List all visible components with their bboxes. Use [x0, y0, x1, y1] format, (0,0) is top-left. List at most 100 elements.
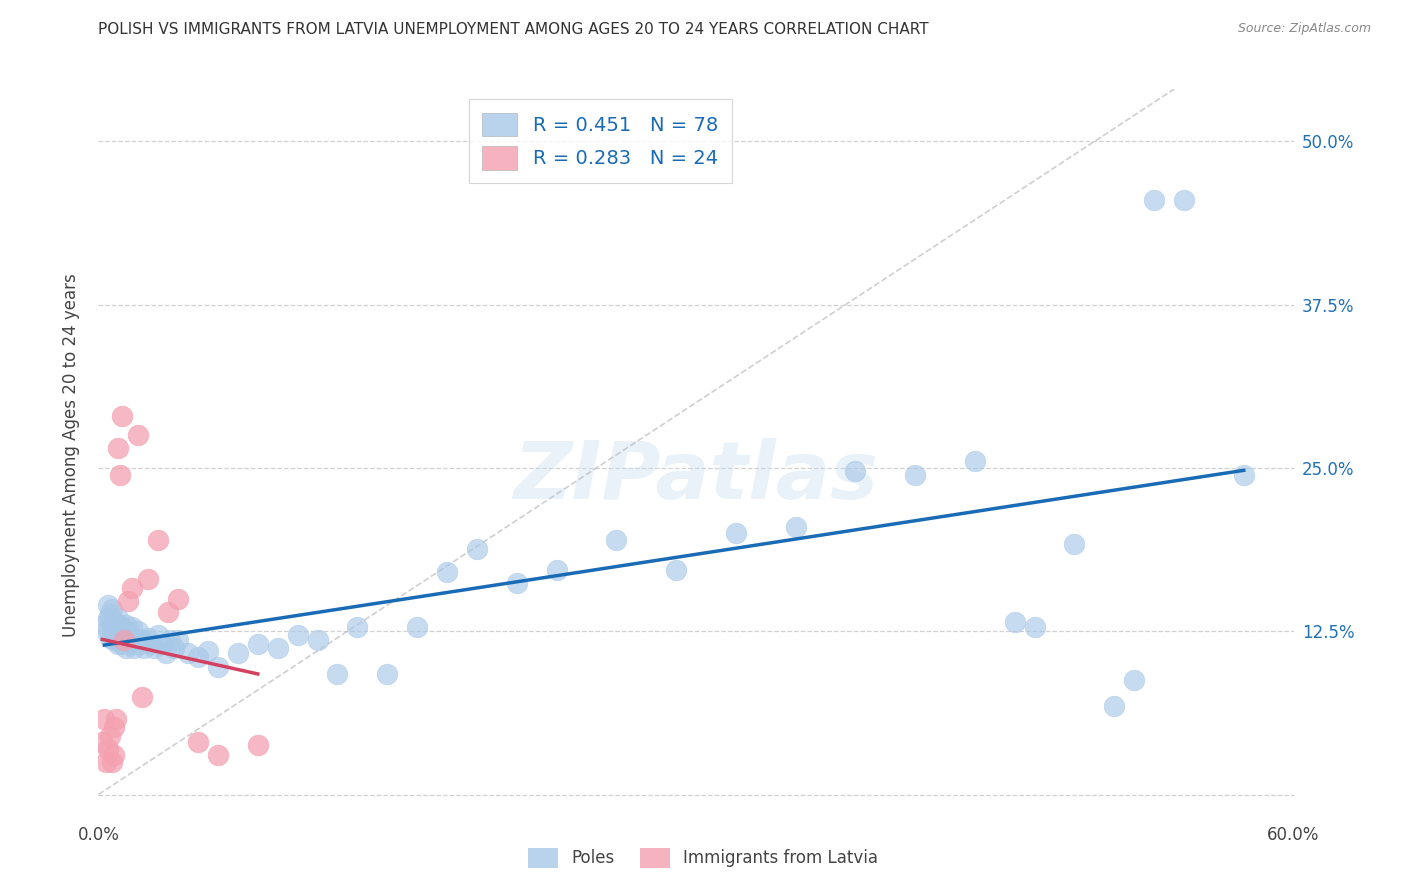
Point: [101, 620, 124, 634]
Point: [167, 591, 190, 606]
Point: [110, 617, 132, 632]
Point: [131, 633, 153, 648]
Point: [844, 464, 866, 478]
Point: [127, 624, 149, 639]
Point: [96, 755, 118, 769]
Point: [115, 617, 138, 632]
Point: [111, 620, 134, 634]
Point: [97, 598, 120, 612]
Point: [1004, 615, 1026, 629]
Point: [1123, 673, 1146, 687]
Point: [131, 690, 153, 704]
Point: [120, 637, 142, 651]
Point: [155, 647, 177, 661]
Point: [226, 647, 249, 661]
Point: [107, 637, 129, 651]
Point: [97, 741, 120, 756]
Point: [267, 641, 290, 656]
Y-axis label: Unemployment Among Ages 20 to 24 years: Unemployment Among Ages 20 to 24 years: [62, 273, 80, 637]
Point: [506, 576, 529, 591]
Point: [105, 617, 128, 632]
Point: [129, 637, 152, 651]
Point: [93, 617, 115, 632]
Point: [112, 624, 135, 639]
Point: [157, 605, 180, 619]
Point: [136, 572, 159, 586]
Point: [96, 624, 118, 639]
Point: [207, 659, 229, 673]
Point: [127, 428, 149, 442]
Point: [101, 755, 124, 769]
Point: [346, 620, 368, 634]
Point: [112, 633, 135, 648]
Point: [375, 667, 398, 681]
Point: [1063, 537, 1085, 551]
Point: [785, 520, 807, 534]
Point: [100, 607, 122, 622]
Point: [406, 620, 429, 634]
Point: [326, 667, 349, 681]
Point: [546, 563, 568, 577]
Point: [1173, 193, 1195, 207]
Point: [117, 633, 139, 648]
Point: [100, 729, 122, 743]
Point: [163, 641, 186, 656]
Point: [134, 641, 156, 656]
Text: ZIPatlas: ZIPatlas: [513, 438, 879, 516]
Point: [103, 748, 125, 763]
Point: [150, 637, 173, 651]
Point: [246, 637, 269, 651]
Point: [120, 628, 142, 642]
Legend: R = 0.451   N = 78, R = 0.283   N = 24: R = 0.451 N = 78, R = 0.283 N = 24: [468, 99, 733, 184]
Point: [105, 628, 128, 642]
Point: [465, 541, 488, 556]
Point: [103, 633, 125, 648]
Point: [117, 594, 139, 608]
Point: [307, 633, 329, 648]
Point: [963, 454, 986, 468]
Point: [197, 644, 219, 658]
Point: [105, 712, 128, 726]
Point: [1143, 193, 1166, 207]
Point: [107, 620, 129, 634]
Point: [167, 633, 190, 648]
Point: [103, 615, 125, 629]
Point: [287, 628, 309, 642]
Point: [91, 735, 114, 749]
Point: [103, 624, 125, 639]
Point: [665, 563, 688, 577]
Point: [436, 566, 458, 580]
Point: [1233, 467, 1256, 482]
Point: [187, 650, 209, 665]
Point: [107, 611, 129, 625]
Point: [177, 647, 200, 661]
Point: [103, 720, 125, 734]
Point: [97, 611, 120, 625]
Point: [93, 712, 115, 726]
Point: [246, 738, 269, 752]
Point: [121, 620, 143, 634]
Text: Source: ZipAtlas.com: Source: ZipAtlas.com: [1237, 22, 1371, 36]
Point: [724, 526, 747, 541]
Point: [125, 633, 148, 648]
Text: POLISH VS IMMIGRANTS FROM LATVIA UNEMPLOYMENT AMONG AGES 20 TO 24 YEARS CORRELAT: POLISH VS IMMIGRANTS FROM LATVIA UNEMPLO…: [98, 22, 929, 37]
Point: [112, 633, 135, 648]
Point: [148, 533, 170, 547]
Point: [148, 628, 170, 642]
Point: [101, 602, 124, 616]
Point: [139, 637, 162, 651]
Point: [111, 631, 134, 645]
Point: [124, 631, 146, 645]
Point: [110, 467, 132, 482]
Point: [107, 442, 129, 456]
Point: [100, 631, 122, 645]
Point: [124, 641, 146, 656]
Point: [110, 628, 132, 642]
Point: [115, 641, 138, 656]
Point: [143, 641, 166, 656]
Point: [187, 735, 209, 749]
Point: [159, 633, 181, 648]
Point: [207, 748, 229, 763]
Point: [605, 533, 627, 547]
Point: [904, 467, 927, 482]
